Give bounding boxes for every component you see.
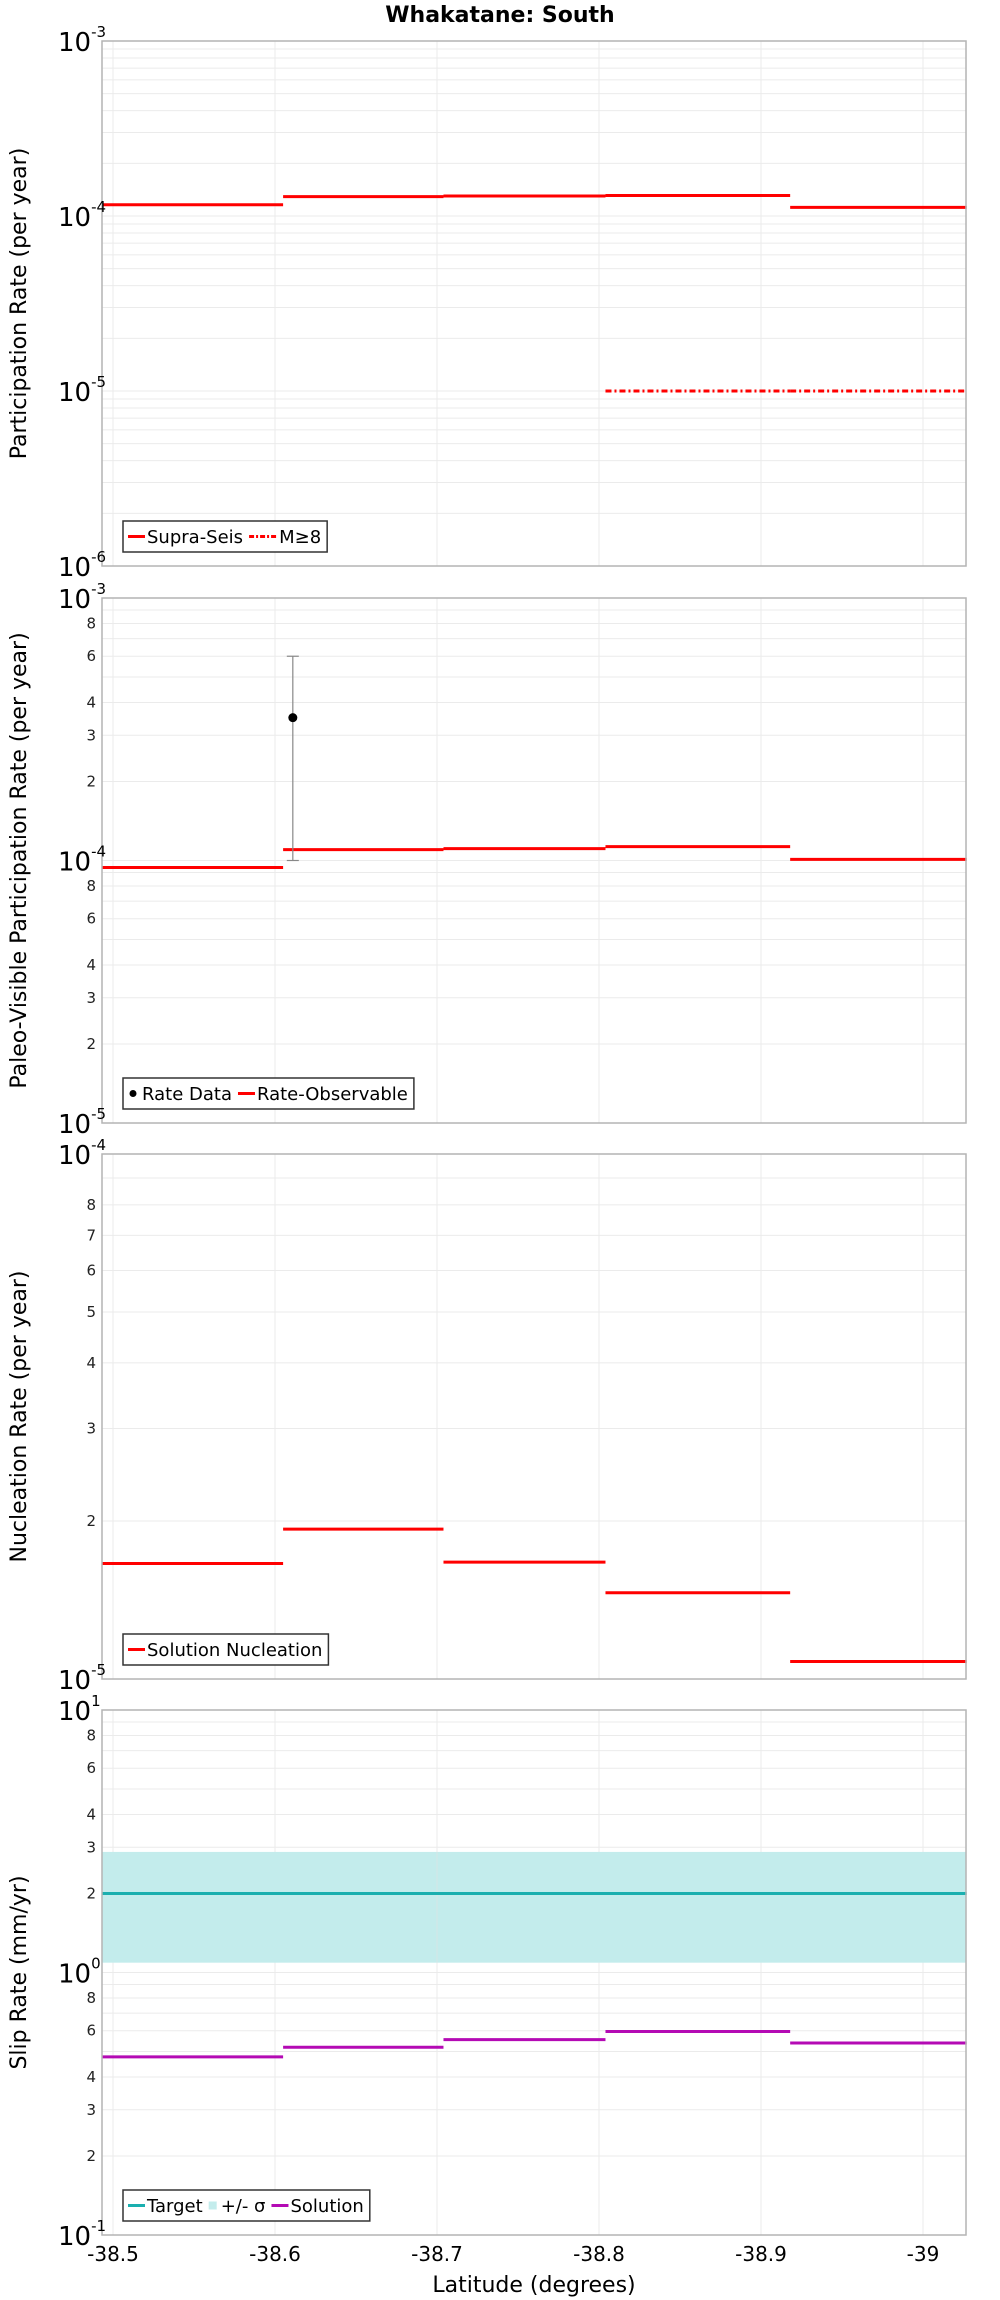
panel-1: 10-3 10-4 10-5 10-6 Participation Rate (per …	[7, 23, 967, 583]
y-minor-tick-label: 8	[86, 1726, 96, 1744]
gridlines	[102, 1154, 966, 1680]
plot-area	[102, 41, 966, 566]
legend-item-label: Solution	[290, 2196, 363, 2217]
x-tick-label: -38.7	[411, 2242, 463, 2266]
panel-4: 101 100 10-1 8 6 4 3 2 8 6 4 3 2 Slip Rate (mm/yr) Tar…	[7, 1692, 967, 2252]
x-tick-label: -38.5	[87, 2242, 139, 2266]
sigma-band	[102, 1851, 966, 1963]
series-supra-seis	[101, 193, 967, 209]
legend-item-label: +/- σ	[221, 2196, 266, 2217]
plot-area	[102, 1154, 966, 1679]
y-axis-title: Nucleation Rate (per year)	[7, 1271, 32, 1563]
x-tick-label: -38.9	[735, 2242, 787, 2266]
series-rate-observable	[101, 845, 967, 870]
plot-frame	[101, 597, 967, 1124]
legend: Target +/- σ Solution	[122, 2189, 371, 2222]
y-axis-title: Participation Rate (per year)	[7, 148, 32, 460]
y-minor-tick-label: 6	[86, 647, 96, 665]
y-major-tick-label: 101	[58, 1692, 101, 1727]
y-minor-tick-label: 2	[86, 1884, 96, 1902]
legend: Supra-Seis M≥8	[122, 520, 328, 553]
y-major-tick-label: 10-4	[58, 1136, 106, 1171]
y-major-tick-label: 10-5	[58, 1105, 106, 1140]
plot-frame	[101, 1709, 967, 2236]
chart-title: Whakatane: South	[385, 3, 614, 28]
series-solution	[101, 2029, 967, 2059]
legend-item-label: M≥8	[279, 527, 321, 548]
gridlines	[102, 41, 966, 567]
panel-3: 10-4 10-5 8 7 6 5 4 3 2 Nucleation Rate (per year…	[7, 1136, 967, 1696]
y-major-tick-label: 10-4	[58, 198, 106, 233]
y-minor-tick-label: 3	[86, 1838, 96, 1856]
y-major-tick-label: 10-3	[58, 23, 106, 58]
y-minor-tick-label: 3	[86, 1420, 96, 1438]
plot-frame	[101, 1153, 967, 1680]
y-major-tick-label: 10-6	[58, 548, 106, 583]
x-tick-label: -38.8	[573, 2242, 625, 2266]
legend-item-label: Supra-Seis	[147, 527, 243, 548]
y-minor-tick-label: 3	[86, 989, 96, 1007]
y-minor-tick-label: 8	[86, 877, 96, 895]
y-minor-tick-label: 4	[86, 956, 96, 974]
x-tick-label: -39	[907, 2242, 940, 2266]
gridlines	[102, 1710, 966, 2236]
legend-item-label: Solution Nucleation	[147, 1640, 322, 1661]
y-minor-tick-label: 7	[86, 1226, 96, 1244]
x-axis-title: Latitude (degrees)	[432, 2273, 635, 2298]
y-minor-tick-label: 3	[86, 726, 96, 744]
series-solution-nucleation	[101, 1527, 967, 1663]
y-minor-tick-label: 6	[86, 2022, 96, 2040]
y-major-tick-label: 10-4	[58, 843, 106, 878]
y-minor-tick-label: 5	[86, 1303, 96, 1321]
y-minor-tick-label: 8	[86, 1989, 96, 2007]
rate-data-point	[286, 655, 299, 862]
y-minor-tick-label: 2	[86, 2147, 96, 2165]
legend-item-label: Target	[146, 2196, 203, 2217]
y-minor-tick-label: 4	[86, 1805, 96, 1823]
y-minor-tick-label: 4	[86, 2068, 96, 2086]
plot-frame	[101, 40, 967, 567]
y-minor-tick-label: 8	[86, 1196, 96, 1214]
y-major-tick-label: 10-5	[58, 373, 106, 408]
y-minor-tick-label: 8	[86, 614, 96, 632]
legend-item-label: Rate Data	[142, 1084, 232, 1105]
y-major-tick-label: 10-3	[58, 580, 106, 615]
legend-item-label: Rate-Observable	[257, 1084, 408, 1105]
y-minor-tick-label: 4	[86, 693, 96, 711]
y-minor-tick-label: 6	[86, 910, 96, 928]
panel-2: 10-3 10-4 10-5 8 6 4 3 2 8 6 4 3 2 Paleo-Visible Part…	[7, 580, 967, 1140]
y-axis-title: Slip Rate (mm/yr)	[7, 1875, 32, 2069]
y-major-tick-label: 10-1	[58, 2217, 106, 2252]
y-axis-title: Paleo-Visible Participation Rate (per ye…	[7, 632, 32, 1088]
y-major-tick-label: 10-5	[58, 1661, 106, 1696]
y-minor-tick-label: 4	[86, 1354, 96, 1372]
y-minor-tick-label: 2	[86, 772, 96, 790]
y-minor-tick-label: 3	[86, 2101, 96, 2119]
y-minor-tick-label: 6	[86, 1759, 96, 1777]
y-minor-tick-label: 2	[86, 1035, 96, 1053]
legend: Solution Nucleation	[122, 1633, 330, 1666]
y-minor-tick-label: 2	[86, 1512, 96, 1530]
x-tick-label: -38.6	[249, 2242, 301, 2266]
y-minor-tick-label: 6	[86, 1261, 96, 1279]
y-major-tick-label: 100	[58, 1955, 101, 1990]
legend: Rate Data Rate-Observable	[122, 1077, 415, 1110]
